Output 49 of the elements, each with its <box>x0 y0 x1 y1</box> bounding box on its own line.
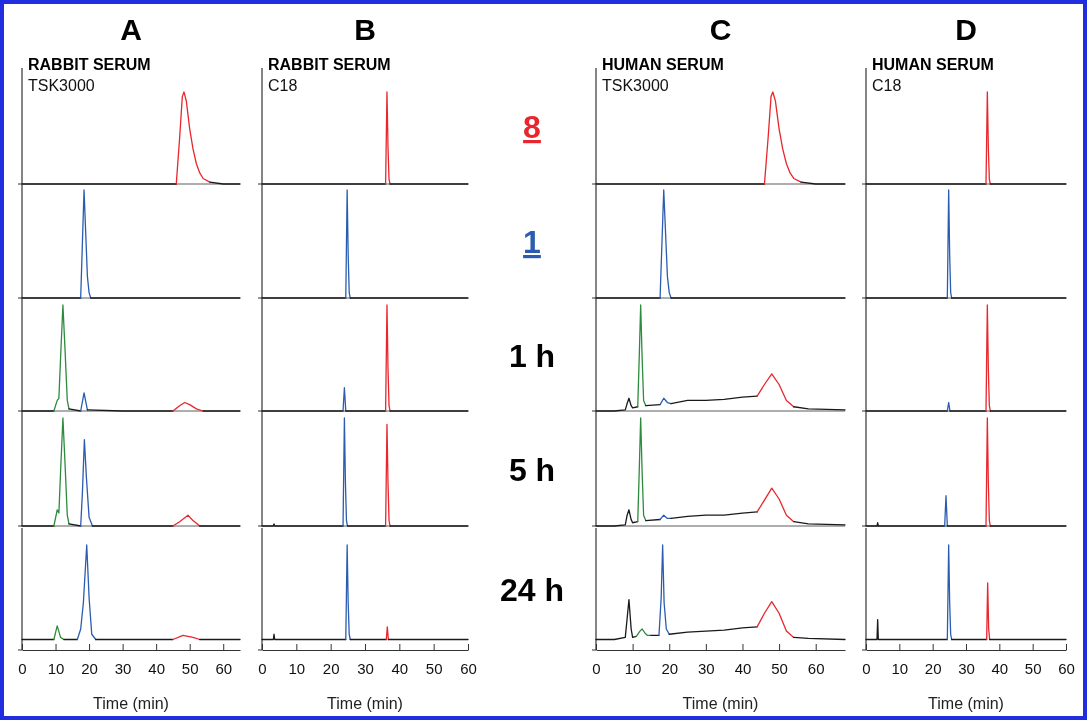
x-tick-label: 40 <box>391 660 409 677</box>
x-axis-title: Time (min) <box>327 695 403 712</box>
x-tick-label: 50 <box>425 660 443 677</box>
x-tick-label: 30 <box>698 660 715 677</box>
chart-title: A <box>120 13 142 46</box>
chart-title: D <box>955 13 977 46</box>
chart-subtitle: HUMAN SERUM <box>872 56 994 73</box>
x-tick-label: 0 <box>258 660 267 677</box>
x-tick-label: 60 <box>460 660 477 677</box>
chart-subtitle: RABBIT SERUM <box>28 56 151 73</box>
x-tick-label: 0 <box>18 660 27 677</box>
text: 24 h <box>499 572 565 608</box>
x-tick-label: 30 <box>114 660 132 677</box>
x-tick-label: 0 <box>592 660 601 677</box>
chart-subtitle: HUMAN SERUM <box>602 56 724 73</box>
x-axis-title: Time (min) <box>682 695 759 712</box>
x-tick-label: 50 <box>771 660 788 677</box>
x-tick-label: 20 <box>81 660 98 677</box>
annotation: TSK3000 <box>28 77 95 94</box>
x-tick-label: 0 <box>862 660 871 677</box>
x-tick-label: 10 <box>47 660 65 677</box>
x-tick-label: 40 <box>734 660 752 677</box>
x-tick-label: 40 <box>991 660 1009 677</box>
x-tick-label: 50 <box>181 660 199 677</box>
chart-title: C <box>709 13 732 46</box>
x-tick-label: 10 <box>288 660 306 677</box>
chart-title: B <box>354 13 376 46</box>
x-tick-label: 50 <box>1024 660 1042 677</box>
annotation: C18 <box>872 77 902 94</box>
x-tick-label: 10 <box>891 660 909 677</box>
x-tick-label: 60 <box>215 660 233 677</box>
x-tick-label: 60 <box>807 660 825 677</box>
x-tick-label: 40 <box>148 660 165 677</box>
annotation: C18 <box>268 77 298 94</box>
x-tick-label: 20 <box>322 660 340 677</box>
annotation: TSK3000 <box>602 77 669 94</box>
chart-subtitle: RABBIT SERUM <box>268 56 391 73</box>
text: 1 h <box>508 337 556 374</box>
x-tick-label: 30 <box>357 660 374 677</box>
x-tick-label: 20 <box>924 660 942 677</box>
text: 5 h <box>508 451 556 488</box>
x-tick-label: 60 <box>1058 660 1075 677</box>
text: 1 <box>523 224 541 260</box>
x-axis-title: Time (min) <box>928 695 1004 712</box>
x-tick-label: 20 <box>661 660 679 677</box>
x-tick-label: 30 <box>958 660 975 677</box>
x-axis-title: Time (min) <box>93 695 169 712</box>
text: 8 <box>523 109 541 145</box>
x-tick-label: 10 <box>624 660 642 677</box>
